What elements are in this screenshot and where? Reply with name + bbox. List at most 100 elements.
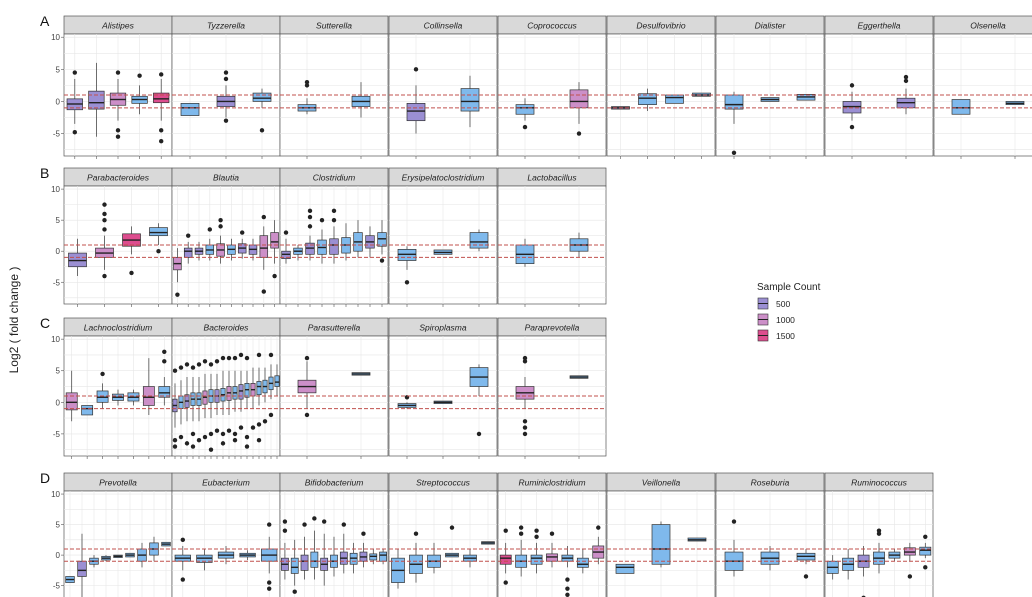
outlier-point [115, 70, 121, 75]
outlier-point [175, 292, 180, 297]
outlier-point [302, 522, 307, 527]
facet-title: Desulfovibrio [636, 21, 685, 31]
box-body [665, 94, 684, 104]
box-body [329, 238, 339, 255]
facet-title: Bifidobacterium [305, 478, 364, 488]
outlier-point [534, 528, 539, 533]
facet-panel: Coprococcus [497, 15, 607, 159]
outlier-point [268, 352, 274, 358]
outlier-point [549, 531, 555, 536]
box-mark [888, 549, 901, 562]
outlier-point [208, 447, 214, 452]
outlier-point [180, 537, 185, 543]
box-mark [180, 102, 200, 116]
outlier-point [304, 355, 310, 361]
outlier-point [115, 128, 121, 133]
outlier-point [250, 425, 256, 430]
outlier-point [849, 83, 855, 88]
outlier-point [172, 444, 178, 449]
box-mark [1005, 101, 1025, 105]
facet-title: Eggerthella [857, 21, 900, 31]
box-body [256, 381, 262, 396]
facet-panel: Bacteroides [171, 317, 281, 459]
box-mark [569, 375, 589, 379]
box-mark [310, 516, 319, 580]
box-mark [351, 372, 371, 376]
outlier-point [256, 352, 262, 358]
box-mark [365, 226, 375, 258]
box-body [379, 551, 387, 562]
outlier-point [184, 362, 190, 367]
facet-panel: Dialister [715, 15, 825, 159]
outlier-point [184, 441, 190, 446]
outlier-point [261, 289, 266, 294]
box-mark [903, 542, 916, 579]
box-mark [122, 226, 141, 276]
facet-panel: Eubacterium [171, 472, 281, 597]
box-mark [351, 82, 371, 118]
box-mark [270, 220, 279, 279]
outlier-point [413, 67, 419, 72]
box-body [270, 232, 279, 249]
box-mark [65, 576, 75, 583]
box-body [252, 92, 272, 102]
box-mark [196, 549, 213, 571]
outlier-point [304, 412, 310, 418]
outlier-point [907, 574, 913, 579]
outlier-point [267, 586, 272, 591]
facet-panel: Lachnoclostridium [63, 317, 173, 459]
box-mark [515, 525, 528, 577]
facet-title: Prevotella [99, 478, 137, 488]
outlier-point [207, 227, 212, 232]
legend-entry: 500 [757, 297, 790, 310]
y-tick-label: 5 [56, 367, 61, 376]
box-body [274, 375, 280, 387]
row-letter: B [40, 165, 49, 181]
box-mark [445, 525, 459, 558]
outlier-point [307, 214, 313, 220]
box-mark [919, 534, 932, 570]
outlier-point [731, 150, 737, 155]
facet-panel: Erysipelatoclostridium [388, 167, 498, 307]
facet-title: Streptococcus [416, 478, 471, 488]
outlier-point [190, 444, 196, 449]
facet-title: Alistipes [101, 21, 134, 31]
outlier-point [159, 72, 164, 77]
box-body [724, 94, 744, 110]
box-mark [896, 74, 916, 115]
box-mark [369, 549, 378, 565]
box-mark [112, 389, 124, 406]
facet-title: Eubacterium [202, 478, 250, 488]
box-mark [262, 367, 268, 424]
box-body [569, 89, 589, 109]
panel-row: A -5 0 5 10 Alistipes Tyzzerella Sutterella Coll… [40, 13, 1032, 159]
y-tick-label: -5 [53, 582, 61, 591]
outlier-point [218, 217, 223, 223]
panel-row: B -5 0 5 10 Parabacteroides Blautia Clostridium… [40, 165, 607, 307]
box-mark [153, 72, 170, 144]
y-tick-label: 10 [51, 335, 60, 344]
box-mark [281, 519, 289, 580]
outlier-point [244, 355, 250, 361]
box-mark [796, 549, 816, 579]
box-mark [66, 70, 83, 135]
box-mark [149, 223, 168, 254]
box-mark [665, 94, 684, 104]
outlier-point [476, 431, 482, 437]
box-body [460, 88, 480, 112]
facet-panel: Olsenella [933, 15, 1032, 159]
row-letter: A [40, 13, 50, 29]
outlier-point [162, 349, 167, 354]
outlier-point [190, 365, 196, 370]
outlier-point [100, 371, 105, 377]
outlier-point [137, 73, 142, 78]
box-body [238, 384, 244, 400]
box-body [310, 551, 319, 568]
outlier-point [267, 522, 272, 527]
box-mark [239, 550, 256, 560]
box-mark [131, 73, 148, 115]
outlier-point [256, 438, 262, 443]
outlier-point [307, 224, 313, 229]
box-mark [183, 233, 193, 264]
outlier-point [102, 227, 107, 232]
